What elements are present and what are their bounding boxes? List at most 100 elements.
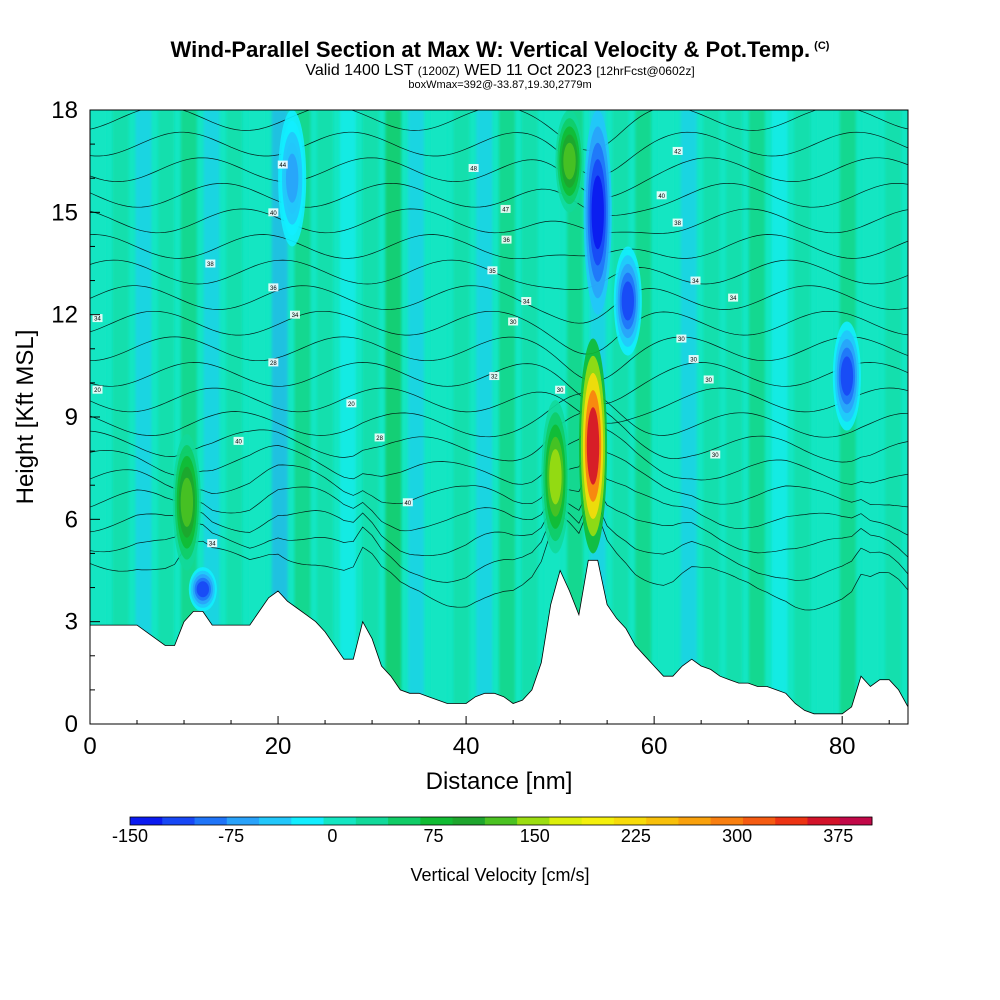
colorbar-swatch — [388, 817, 421, 825]
velocity-streak — [521, 110, 538, 724]
velocity-streak — [158, 110, 175, 724]
colorbar-swatch — [775, 817, 808, 825]
theta-contour — [90, 391, 908, 438]
velocity-cores — [172, 110, 861, 612]
theta-label-bg — [268, 283, 279, 292]
theta-label-bg — [508, 317, 519, 326]
theta-label: 44 — [277, 160, 288, 169]
theta-label: 30 — [676, 334, 687, 343]
theta-label-text: 34 — [209, 542, 216, 548]
theta-label-bg — [672, 146, 683, 155]
theta-label-bg — [728, 293, 739, 302]
theta-label-text: 40 — [404, 501, 411, 507]
theta-label: 34 — [728, 293, 739, 302]
y-tick-label: 9 — [65, 404, 78, 431]
theta-label-bg — [688, 355, 699, 364]
velocity-streak — [180, 110, 197, 724]
colorbar-label: Vertical Velocity [cm/s] — [410, 865, 589, 885]
colorbar-swatch — [355, 817, 389, 825]
theta-label-text: 34 — [692, 279, 699, 285]
colorbar-swatch — [226, 817, 260, 825]
theta-label: 47 — [500, 204, 511, 213]
velocity-streak — [339, 110, 356, 724]
velocity-streak — [567, 110, 584, 724]
theta-label: 40 — [233, 436, 244, 445]
theta-label-bg — [205, 259, 216, 268]
colorbar-swatch — [130, 817, 163, 825]
updraft-core — [549, 449, 562, 505]
theta-contour — [90, 110, 908, 151]
theta-label: 32 — [489, 372, 500, 381]
plot-area: 44 48 42 40 47 40 38 36 38 35 34 36 34 34 34 34 30 30 28 30… — [90, 110, 908, 724]
theta-contour — [90, 131, 908, 177]
theta-contour — [90, 259, 908, 290]
theta-contour — [90, 422, 908, 485]
theta-label: 20 — [346, 399, 357, 408]
velocity-streak — [408, 110, 425, 724]
theta-label: 35 — [487, 266, 498, 275]
x-tick-label: 80 — [829, 733, 856, 760]
velocity-streak — [135, 110, 152, 724]
colorbar-swatch — [678, 817, 712, 825]
colorbar-swatch — [646, 817, 679, 825]
theta-label: 28 — [268, 358, 279, 367]
theta-label: 38 — [672, 218, 683, 227]
theta-contour — [90, 444, 908, 508]
velocity-streak — [794, 110, 811, 724]
theta-label: 38 — [205, 259, 216, 268]
theta-label-text: 20 — [94, 388, 101, 394]
theta-label: 40 — [656, 191, 667, 200]
valid-date: WED 11 Oct 2023 — [464, 62, 592, 79]
velocity-streaks — [90, 110, 902, 724]
colorbar-swatch — [581, 817, 615, 825]
theta-label-bg — [487, 266, 498, 275]
theta-label-bg — [676, 334, 687, 343]
velocity-streak — [226, 110, 243, 724]
velocity-streak — [294, 110, 311, 724]
theta-label-bg — [346, 399, 357, 408]
box-info: boxWmax=392@-33.87,19.30,2779m — [408, 79, 592, 91]
theta-contour-labels: 44 48 42 40 47 40 38 36 38 35 34 36 34 34 34 34 30 30 28 30… — [92, 146, 739, 548]
theta-label-bg — [92, 385, 103, 394]
theta-label: 34 — [690, 276, 701, 285]
theta-contour — [90, 157, 908, 198]
theta-label: 34 — [521, 297, 532, 306]
theta-label-bg — [710, 450, 721, 459]
theta-contour — [90, 208, 908, 234]
colorbar-swatch — [420, 817, 454, 825]
velocity-streak — [271, 110, 288, 724]
theta-label: 30 — [710, 450, 721, 459]
theta-label-bg — [521, 297, 532, 306]
theta-label: 34 — [207, 539, 218, 548]
theta-label-text: 38 — [207, 262, 214, 268]
x-tick-label: 60 — [641, 733, 668, 760]
theta-label-text: 30 — [557, 388, 564, 394]
y-tick-label: 0 — [65, 711, 78, 738]
updraft-core — [586, 407, 600, 485]
colorbar-swatch — [742, 817, 776, 825]
terrain-profile — [90, 559, 908, 724]
theta-label-bg — [268, 358, 279, 367]
colorbar-tick-label: 300 — [722, 826, 752, 846]
colorbar-swatch — [162, 817, 196, 825]
downdraft-core — [196, 581, 210, 598]
colorbar-tick-label: -75 — [218, 826, 244, 846]
colorbar-swatch — [484, 817, 518, 825]
velocity-streak — [748, 110, 765, 724]
velocity-streak — [885, 110, 902, 724]
theta-label: 30 — [688, 355, 699, 364]
theta-label: 34 — [289, 310, 300, 319]
velocity-streak — [317, 110, 334, 724]
theta-label: 30 — [555, 385, 566, 394]
theta-label-text: 36 — [503, 238, 510, 244]
colorbar-tick-label: 375 — [823, 826, 853, 846]
colorbar-swatch — [452, 817, 486, 825]
downdraft-core — [840, 356, 854, 396]
theta-label-text: 30 — [712, 453, 719, 459]
valid-time-line: Valid 1400 LST (1200Z) WED 11 Oct 2023 [… — [0, 62, 1000, 80]
velocity-streak — [476, 110, 493, 724]
theta-label-bg — [268, 208, 279, 217]
theta-label-text: 30 — [510, 320, 517, 326]
theta-label-text: 47 — [502, 207, 509, 213]
theta-label-text: 34 — [292, 313, 299, 319]
